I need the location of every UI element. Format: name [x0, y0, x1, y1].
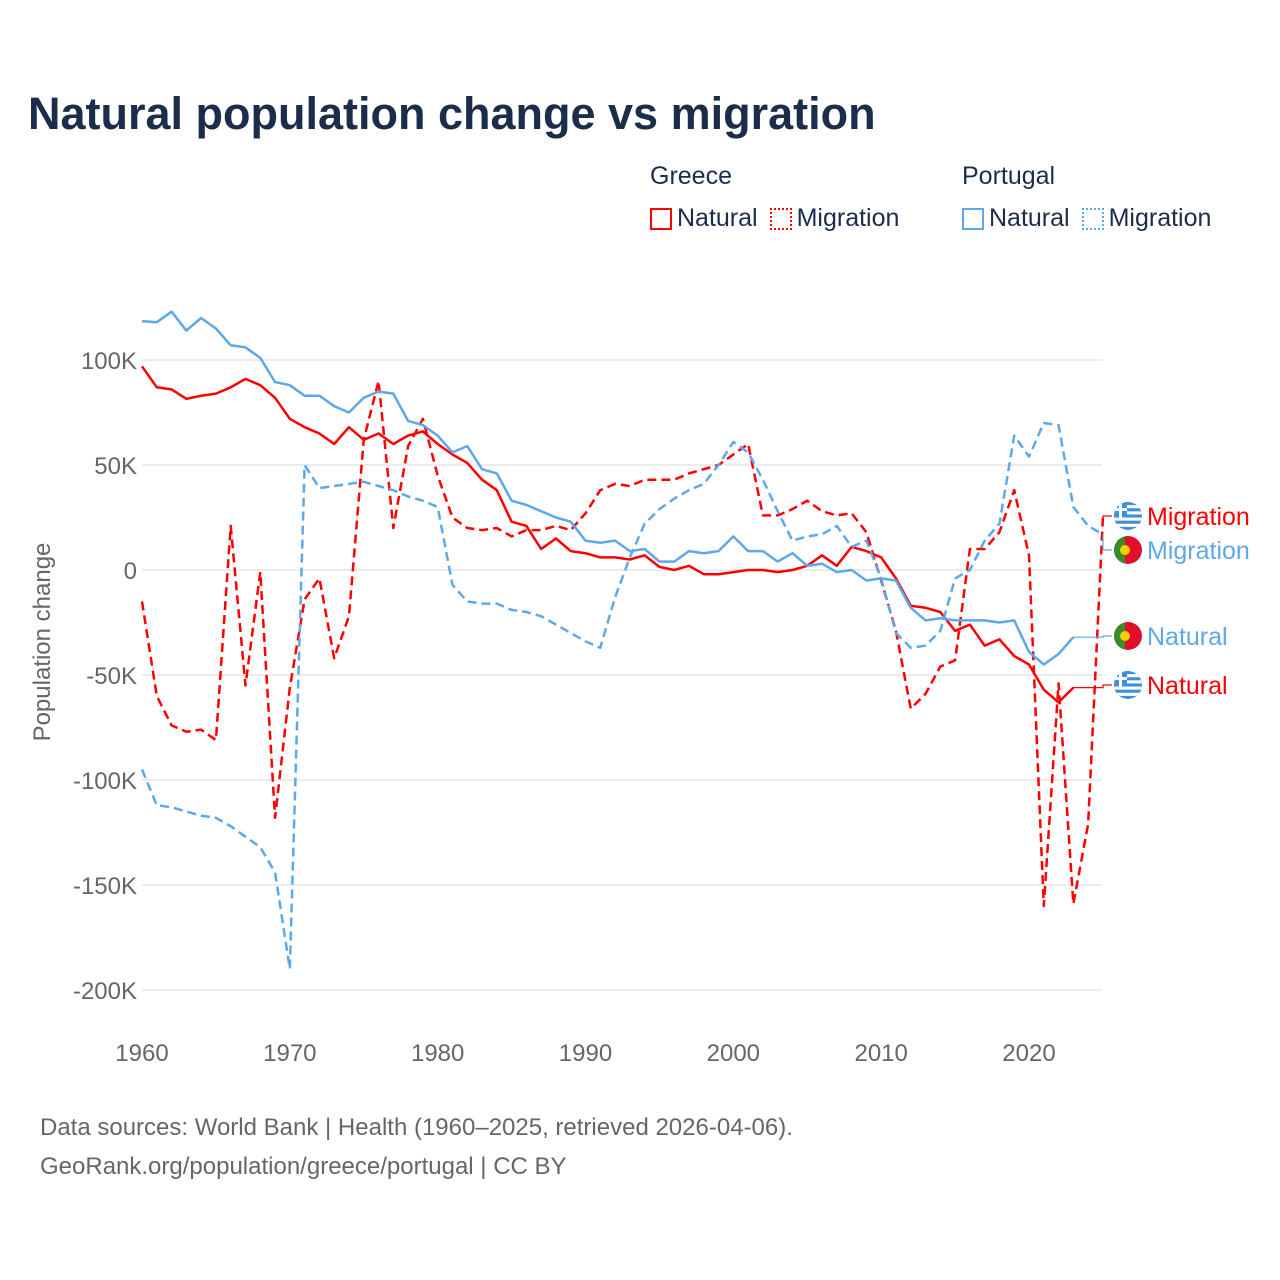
- legend-swatch-dotted: [769, 207, 792, 230]
- flag-stripe: [1114, 517, 1142, 521]
- chart-title: Natural population change vs migration: [28, 88, 876, 139]
- legend-group-title: Greece: [650, 162, 732, 190]
- legend-label: Migration: [796, 204, 900, 232]
- x-tick-label: 2020: [1002, 1040, 1055, 1067]
- flag-green: [1114, 622, 1125, 650]
- x-tick-label: 1960: [115, 1040, 168, 1067]
- series-line-greece-migration: [140, 379, 1105, 908]
- legend-group-portugal: Portugal Natural Migration: [962, 162, 1211, 233]
- flag-stripe: [1114, 680, 1142, 684]
- flag-stripe: [1114, 686, 1142, 690]
- x-tick-label: 1970: [263, 1040, 316, 1067]
- series-end-label: Migration: [1147, 503, 1250, 531]
- legend-swatch-solid: [650, 207, 672, 230]
- flag-body: [1114, 671, 1142, 699]
- greece-flag-icon: [1114, 671, 1142, 699]
- legend-label: Migration: [1108, 204, 1212, 232]
- label-connector: [1073, 635, 1112, 638]
- x-tick-label: 1980: [411, 1040, 464, 1067]
- flag-stripe: [1114, 511, 1142, 515]
- footer: Data sources: World Bank | Health (1960–…: [40, 1108, 793, 1186]
- legend-item-greece-natural[interactable]: Natural: [650, 204, 758, 233]
- y-tick-label: -150K: [73, 873, 137, 900]
- legend-item-portugal-natural[interactable]: Natural: [962, 204, 1070, 233]
- label-connector: [1102, 515, 1112, 519]
- legend-swatch-dotted: [1081, 207, 1104, 230]
- portugal-flag-icon: [1114, 622, 1142, 650]
- legend-label: Natural: [989, 204, 1070, 232]
- greece-flag-icon: [1114, 502, 1142, 530]
- flag-emblem: [1120, 631, 1130, 641]
- series-line-portugal-natural: [141, 310, 1075, 666]
- y-tick-label: 100K: [81, 348, 137, 375]
- y-tick-label: -100K: [73, 768, 137, 795]
- y-tick-label: -50K: [86, 663, 137, 690]
- flag-green: [1114, 536, 1125, 564]
- flag-stripe: [1114, 674, 1142, 678]
- portugal-flag-icon: [1114, 536, 1142, 564]
- flag-stripe: [1114, 523, 1142, 527]
- attribution-text: GeoRank.org/population/greece/portugal |…: [40, 1153, 567, 1180]
- flag-cross: [1119, 671, 1122, 687]
- y-tick-label: -200K: [73, 978, 137, 1005]
- label-connector: [1102, 533, 1112, 551]
- legend-group-title: Portugal: [962, 162, 1056, 190]
- flag-body: [1114, 536, 1142, 564]
- series-end-label: Migration: [1147, 537, 1250, 565]
- flag-cross: [1119, 502, 1122, 518]
- label-connector: [1073, 684, 1112, 689]
- x-tick-label: 2000: [707, 1040, 760, 1067]
- series-end-label: Natural: [1147, 623, 1228, 651]
- y-tick-label: 0: [124, 558, 137, 585]
- series-line-portugal-migration: [140, 421, 1104, 971]
- flag-stripe: [1114, 505, 1142, 509]
- legend-item-greece-migration[interactable]: Migration: [769, 204, 900, 233]
- x-tick-label: 1990: [559, 1040, 612, 1067]
- flag-body: [1114, 502, 1142, 530]
- legend-swatch-solid: [962, 207, 984, 230]
- series-end-label: Natural: [1147, 672, 1228, 700]
- y-axis-label: Population change: [29, 543, 56, 742]
- x-tick-label: 2010: [854, 1040, 907, 1067]
- flag-stripe: [1114, 692, 1142, 696]
- series-line-greece-natural: [140, 365, 1075, 704]
- y-tick-label: 50K: [94, 453, 137, 480]
- legend-item-portugal-migration[interactable]: Migration: [1081, 204, 1212, 233]
- flag-emblem: [1120, 545, 1130, 555]
- flag-body: [1114, 622, 1142, 650]
- legend-group-greece: Greece Natural Migration: [650, 162, 899, 233]
- data-source-text: Data sources: World Bank | Health (1960–…: [40, 1114, 793, 1141]
- legend-label: Natural: [677, 204, 758, 232]
